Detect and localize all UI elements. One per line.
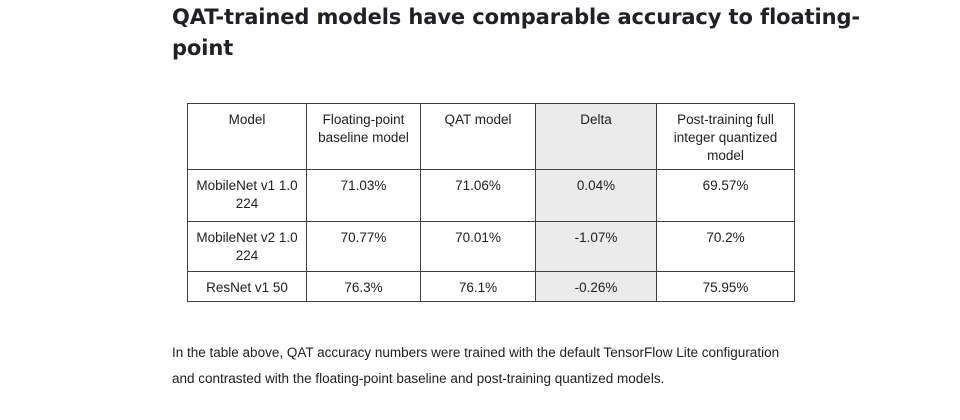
- table-row: MobileNet v1 1.0 224 71.03% 71.06% 0.04%…: [187, 169, 795, 222]
- cell-model: MobileNet v2 1.0 224: [187, 221, 307, 272]
- accuracy-table: Model Floating-point baseline model QAT …: [187, 103, 795, 302]
- column-header-floating-point-baseline: Floating-point baseline model: [306, 103, 421, 170]
- cell-floating-point-baseline: 71.03%: [306, 169, 421, 222]
- table-header-row: Model Floating-point baseline model QAT …: [187, 103, 795, 170]
- cell-delta: -0.26%: [535, 271, 657, 302]
- section-heading: QAT-trained models have comparable accur…: [172, 5, 860, 60]
- cell-post-training-quantized: 70.2%: [656, 221, 795, 272]
- column-header-model: Model: [187, 103, 307, 170]
- cell-post-training-quantized: 75.95%: [656, 271, 795, 302]
- cell-floating-point-baseline: 70.77%: [306, 221, 421, 272]
- table-row: MobileNet v2 1.0 224 70.77% 70.01% -1.07…: [187, 221, 795, 272]
- cell-qat-model: 76.1%: [420, 271, 536, 302]
- cell-qat-model: 71.06%: [420, 169, 536, 222]
- column-header-post-training-quantized: Post-training full integer quantized mod…: [656, 103, 795, 170]
- column-header-delta: Delta: [535, 103, 657, 170]
- table-row: ResNet v1 50 76.3% 76.1% -0.26% 75.95%: [187, 271, 795, 302]
- cell-floating-point-baseline: 76.3%: [306, 271, 421, 302]
- cell-post-training-quantized: 69.57%: [656, 169, 795, 222]
- cell-model: MobileNet v1 1.0 224: [187, 169, 307, 222]
- column-header-qat-model: QAT model: [420, 103, 536, 170]
- cell-qat-model: 70.01%: [420, 221, 536, 272]
- cell-delta: -1.07%: [535, 221, 657, 272]
- cell-delta: 0.04%: [535, 169, 657, 222]
- cell-model: ResNet v1 50: [187, 271, 307, 302]
- table-caption: In the table above, QAT accuracy numbers…: [172, 345, 780, 386]
- accuracy-table-container: Model Floating-point baseline model QAT …: [187, 103, 795, 302]
